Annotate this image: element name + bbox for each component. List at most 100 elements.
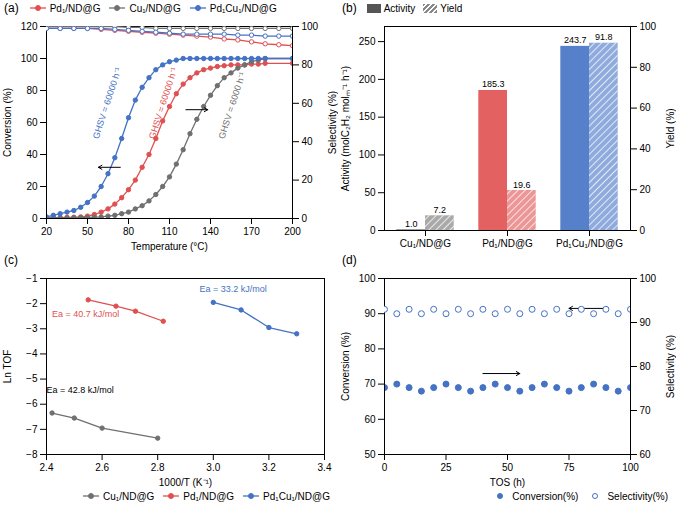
html-text:Activity: Activity (383, 2, 416, 14)
svg-text:100: 100 (359, 273, 376, 284)
html-text:(b): (b) (342, 1, 357, 15)
svg-text:0: 0 (382, 462, 388, 473)
svg-text:7.2: 7.2 (434, 205, 447, 215)
svg-text:100: 100 (302, 21, 319, 32)
svg-text:75: 75 (563, 462, 575, 473)
svg-text:19.6: 19.6 (513, 180, 531, 190)
svg-text:60: 60 (302, 98, 314, 109)
svg-text:Conversion (%): Conversion (%) (2, 88, 13, 157)
svg-text:150: 150 (359, 111, 376, 122)
svg-text:20: 20 (26, 181, 38, 192)
html-text:Conversion(%): Conversion(%) (512, 490, 579, 502)
svg-text:20: 20 (302, 174, 314, 185)
svg-text:100: 100 (622, 462, 639, 473)
svg-text:80: 80 (364, 343, 376, 354)
svg-text:Activity (molC₂H₂ molₘ⁻¹ h⁻¹): Activity (molC₂H₂ molₘ⁻¹ h⁻¹) (340, 66, 351, 191)
svg-text:3.2: 3.2 (262, 462, 276, 473)
svg-text:80: 80 (302, 59, 314, 70)
svg-text:0: 0 (32, 213, 38, 224)
svg-text:TOS (h): TOS (h) (490, 477, 525, 488)
svg-text:Ea = 40.7 kJ/mol: Ea = 40.7 kJ/mol (52, 309, 119, 319)
svg-text:100: 100 (21, 53, 38, 64)
svg-text:40: 40 (640, 143, 652, 154)
svg-text:Selectivity (%): Selectivity (%) (327, 91, 338, 154)
svg-text:Ln TOF: Ln TOF (2, 350, 13, 384)
html-text:(d): (d) (342, 253, 357, 267)
svg-text:1.0: 1.0 (405, 219, 418, 229)
svg-text:60: 60 (640, 102, 652, 113)
html-text:(a): (a) (4, 1, 19, 15)
svg-text:1000/T (K⁻¹): 1000/T (K⁻¹) (159, 477, 212, 488)
html-text:Cu₁/ND@G: Cu₁/ND@G (103, 490, 155, 502)
svg-text:Cu₁/ND@G: Cu₁/ND@G (400, 238, 452, 249)
html-text:Pd₁/ND@G: Pd₁/ND@G (49, 2, 101, 14)
html-text:(c): (c) (4, 253, 18, 267)
svg-text:100: 100 (359, 149, 376, 160)
svg-text:40: 40 (26, 149, 38, 160)
svg-text:2.6: 2.6 (95, 462, 109, 473)
svg-text:3.4: 3.4 (318, 462, 332, 473)
svg-text:Selectivity (%): Selectivity (%) (665, 335, 676, 398)
svg-text:91.8: 91.8 (595, 32, 613, 42)
html-text:Cu₁/ND@G: Cu₁/ND@G (129, 2, 181, 14)
svg-text:GHSV = 6000 h⁻¹: GHSV = 6000 h⁻¹ (217, 71, 248, 140)
svg-text:250: 250 (359, 36, 376, 47)
svg-text:Pd₁/ND@G: Pd₁/ND@G (482, 238, 533, 249)
svg-text:110: 110 (162, 226, 178, 237)
svg-text:243.7: 243.7 (564, 35, 587, 45)
svg-text:2.4: 2.4 (40, 462, 54, 473)
svg-text:170: 170 (243, 226, 260, 237)
svg-text:200: 200 (284, 226, 301, 237)
svg-text:0: 0 (640, 225, 646, 236)
svg-text:−6: −6 (26, 398, 38, 409)
svg-text:Temperature (°C): Temperature (°C) (131, 241, 208, 252)
svg-text:140: 140 (202, 226, 219, 237)
svg-text:−7: −7 (26, 424, 38, 435)
html-text:Yield: Yield (440, 2, 463, 14)
svg-text:50: 50 (502, 462, 514, 473)
svg-text:60: 60 (364, 414, 376, 425)
svg-text:80: 80 (123, 226, 135, 237)
svg-text:200: 200 (359, 74, 376, 85)
html-text:Pd₁Cu₁/ND@G: Pd₁Cu₁/ND@G (263, 490, 330, 502)
svg-text:50: 50 (364, 187, 376, 198)
svg-text:100: 100 (640, 273, 657, 284)
svg-text:80: 80 (26, 85, 38, 96)
svg-text:50: 50 (82, 226, 94, 237)
svg-text:−1: −1 (26, 273, 38, 284)
svg-text:−2: −2 (26, 298, 38, 309)
svg-text:0: 0 (370, 225, 376, 236)
svg-text:50: 50 (364, 449, 376, 460)
svg-text:−3: −3 (26, 323, 38, 334)
svg-text:−5: −5 (26, 373, 38, 384)
svg-text:90: 90 (364, 308, 376, 319)
svg-text:25: 25 (440, 462, 452, 473)
svg-text:2.8: 2.8 (151, 462, 165, 473)
html-text:Pd₁/ND@G: Pd₁/ND@G (183, 490, 235, 502)
svg-text:Conversion (%): Conversion (%) (340, 332, 351, 401)
svg-text:185.3: 185.3 (482, 79, 505, 89)
svg-text:120: 120 (21, 21, 38, 32)
svg-text:100: 100 (640, 21, 657, 32)
svg-text:Yield (%): Yield (%) (665, 108, 676, 148)
svg-text:70: 70 (640, 405, 652, 416)
svg-text:20: 20 (640, 184, 652, 195)
svg-text:80: 80 (640, 361, 652, 372)
svg-text:−4: −4 (26, 348, 38, 359)
html-text:Pd₁Cu₁/ND@G: Pd₁Cu₁/ND@G (209, 2, 277, 14)
svg-text:70: 70 (364, 378, 376, 389)
svg-text:−8: −8 (26, 449, 38, 460)
svg-text:90: 90 (640, 317, 652, 328)
svg-text:3.0: 3.0 (206, 462, 220, 473)
svg-text:40: 40 (302, 136, 314, 147)
svg-text:Ea = 42.8 kJ/mol: Ea = 42.8 kJ/mol (47, 385, 114, 395)
svg-text:GHSV = 60000 h⁻¹: GHSV = 60000 h⁻¹ (147, 66, 179, 140)
svg-text:Pd₁Cu₁/ND@G: Pd₁Cu₁/ND@G (556, 238, 623, 249)
svg-text:20: 20 (41, 226, 53, 237)
svg-text:Ea = 33.2 kJ/mol: Ea = 33.2 kJ/mol (199, 284, 266, 294)
svg-text:0: 0 (302, 213, 308, 224)
svg-text:GHSV = 60000 h⁻¹: GHSV = 60000 h⁻¹ (91, 66, 123, 140)
svg-text:60: 60 (640, 449, 652, 460)
svg-text:60: 60 (26, 117, 38, 128)
svg-text:80: 80 (640, 62, 652, 73)
